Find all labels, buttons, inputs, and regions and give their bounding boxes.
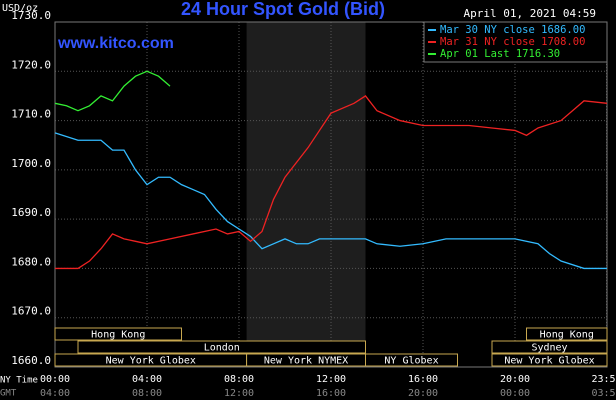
y-tick-label: 1670.0 — [11, 305, 51, 318]
session-box — [526, 327, 608, 341]
session-box — [77, 340, 366, 354]
x2-tick-label: 03:59 — [591, 388, 616, 399]
y-tick-label: 1680.0 — [11, 255, 51, 268]
session-label: Sydney — [531, 343, 567, 354]
watermark: www.kitco.com — [57, 35, 174, 52]
session-box — [54, 327, 182, 341]
chart-title: 24 Hour Spot Gold (Bid) — [181, 0, 385, 19]
legend-entry: Mar 30 NY close 1686.00 — [440, 24, 585, 36]
x2-tick-label: 20:00 — [408, 388, 438, 399]
x-tick-label: 20:00 — [500, 374, 530, 385]
legend-box — [423, 21, 608, 63]
series-line — [54, 70, 171, 112]
x-tick-label: 12:00 — [316, 374, 346, 385]
session-label: New York Globex — [106, 356, 196, 367]
session-label: NY Globex — [384, 356, 438, 367]
x-tick-label: 16:00 — [408, 374, 438, 385]
y-tick-label: 1720.0 — [11, 58, 51, 71]
y-tick-label: 1700.0 — [11, 157, 51, 170]
x2-tick-label: 12:00 — [224, 388, 254, 399]
session-label: Hong Kong — [540, 330, 594, 341]
x2-tick-label: 00:00 — [500, 388, 530, 399]
session-label: New York Globex — [504, 356, 594, 367]
legend-entry: Mar 31 NY close 1708.00 — [440, 36, 585, 48]
y-tick-label: 1690.0 — [11, 206, 51, 219]
legend-entry: Apr 01 Last 1716.30 — [440, 48, 560, 60]
session-box — [491, 340, 608, 354]
x2-tick-label: 08:00 — [132, 388, 162, 399]
x2-tick-label: 16:00 — [316, 388, 346, 399]
x-axis-label: NY Time — [0, 376, 38, 386]
y-tick-label: 1660.0 — [11, 354, 51, 367]
x-tick-label: 23:59 — [591, 374, 616, 385]
y-tick-label: 1710.0 — [11, 108, 51, 121]
session-label: London — [204, 343, 240, 354]
nymex-shade — [246, 22, 366, 367]
session-box — [365, 353, 458, 367]
x2-tick-label: 04:00 — [40, 388, 70, 399]
series-line — [55, 95, 608, 270]
x-tick-label: 04:00 — [132, 374, 162, 385]
session-box — [491, 353, 608, 367]
y-axis-label: USD/oz — [2, 3, 38, 14]
session-label: Hong Kong — [91, 330, 145, 341]
date: April 01, 2021 04:59 — [464, 7, 596, 20]
x2-axis-label: GMT — [0, 389, 17, 399]
series-line — [54, 132, 607, 270]
plot-frame — [54, 21, 608, 368]
x-tick-label: 00:00 — [40, 374, 70, 385]
x-tick-label: 08:00 — [224, 374, 254, 385]
session-label: New York NYMEX — [264, 356, 348, 367]
y-tick-label: 1730.0 — [11, 9, 51, 22]
